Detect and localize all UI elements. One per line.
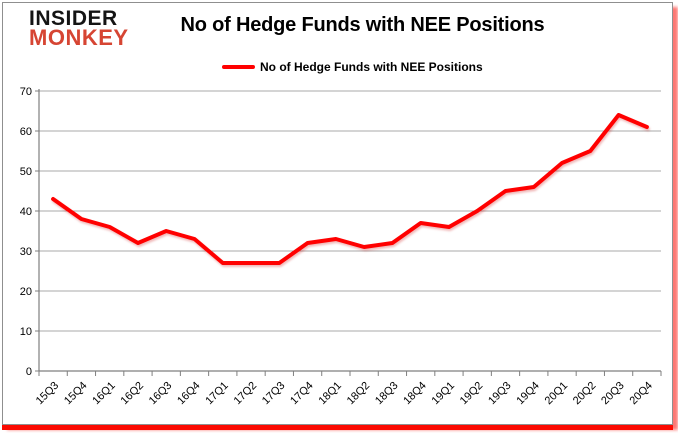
svg-text:18Q2: 18Q2: [345, 380, 373, 408]
svg-text:16Q1: 16Q1: [90, 380, 118, 408]
svg-text:18Q4: 18Q4: [401, 380, 429, 408]
svg-text:16Q4: 16Q4: [175, 380, 203, 408]
logo-text-insider: INSIDER: [29, 7, 118, 30]
svg-text:19Q2: 19Q2: [458, 380, 486, 408]
svg-text:16Q2: 16Q2: [119, 380, 147, 408]
chart-card: INSIDER MONKEY No of Hedge Funds with NE…: [2, 2, 673, 425]
svg-text:17Q3: 17Q3: [260, 380, 288, 408]
svg-text:70: 70: [20, 86, 32, 98]
x-axis-labels: 15Q3 15Q4 16Q1 16Q2 16Q3 16Q4 17Q1 17Q2 17Q3 17Q4…: [34, 380, 655, 408]
legend-label: No of Hedge Funds with NEE Positions: [260, 60, 483, 74]
gridlines: [35, 90, 661, 372]
svg-text:10: 10: [20, 326, 32, 338]
svg-text:40: 40: [20, 206, 32, 218]
svg-text:17Q1: 17Q1: [203, 380, 231, 408]
chart-title: No of Hedge Funds with NEE Positions: [180, 14, 545, 36]
legend: No of Hedge Funds with NEE Positions: [222, 60, 483, 74]
series-line: [51, 113, 649, 265]
svg-text:60: 60: [20, 126, 32, 138]
svg-text:0: 0: [26, 366, 32, 378]
svg-text:16Q3: 16Q3: [147, 380, 175, 408]
svg-text:18Q1: 18Q1: [316, 380, 344, 408]
legend-line-swatch: [222, 65, 255, 69]
y-axis-labels: 0 10 20 30 40 50 60 70: [20, 86, 32, 378]
svg-text:17Q2: 17Q2: [232, 380, 260, 408]
svg-text:20Q4: 20Q4: [627, 380, 655, 408]
svg-text:15Q4: 15Q4: [62, 380, 90, 408]
svg-text:30: 30: [20, 246, 32, 258]
svg-text:19Q1: 19Q1: [430, 380, 458, 408]
svg-text:20Q2: 20Q2: [571, 380, 599, 408]
svg-text:20: 20: [20, 286, 32, 298]
svg-text:50: 50: [20, 166, 32, 178]
logo-text-monkey: MONKEY: [29, 25, 129, 51]
insider-monkey-logo: INSIDER MONKEY: [29, 7, 129, 51]
axes: [38, 89, 662, 376]
svg-text:20Q3: 20Q3: [599, 380, 627, 408]
svg-text:19Q3: 19Q3: [486, 380, 514, 408]
svg-text:17Q4: 17Q4: [288, 380, 316, 408]
svg-text:20Q1: 20Q1: [543, 380, 571, 408]
svg-text:19Q4: 19Q4: [514, 380, 542, 408]
svg-text:15Q3: 15Q3: [34, 380, 62, 408]
svg-text:18Q3: 18Q3: [373, 380, 401, 408]
